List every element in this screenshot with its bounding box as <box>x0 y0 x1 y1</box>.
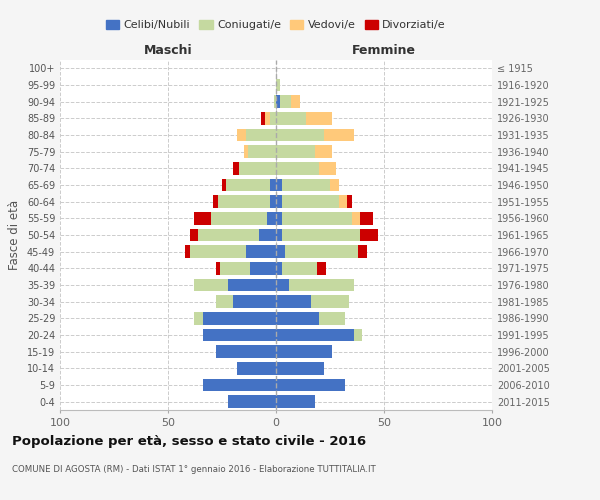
Bar <box>283 262 317 274</box>
Bar <box>261 112 265 124</box>
Bar <box>358 246 367 258</box>
Bar <box>360 229 377 241</box>
Bar <box>276 346 332 358</box>
Bar <box>283 229 360 241</box>
Bar <box>291 96 300 108</box>
Bar <box>276 112 306 124</box>
Bar <box>276 246 284 258</box>
Bar <box>203 329 276 341</box>
Bar <box>323 129 354 141</box>
Bar <box>276 196 283 208</box>
Bar <box>185 246 190 258</box>
Bar <box>239 162 276 174</box>
Bar <box>276 279 289 291</box>
Bar <box>276 179 283 192</box>
Bar <box>190 229 198 241</box>
Bar <box>319 312 345 324</box>
Bar <box>233 162 239 174</box>
Bar <box>218 196 269 208</box>
Bar <box>274 96 276 108</box>
Bar <box>276 229 283 241</box>
Bar <box>194 312 203 324</box>
Bar <box>283 179 330 192</box>
Bar <box>306 112 332 124</box>
Bar <box>276 79 280 92</box>
Text: Popolazione per età, sesso e stato civile - 2016: Popolazione per età, sesso e stato civil… <box>12 435 366 448</box>
Bar <box>244 146 248 158</box>
Bar <box>276 362 323 374</box>
Y-axis label: Fasce di età: Fasce di età <box>8 200 21 270</box>
Bar <box>360 212 373 224</box>
Bar <box>248 146 276 158</box>
Bar <box>269 179 276 192</box>
Bar <box>338 196 347 208</box>
Bar <box>269 112 276 124</box>
Bar <box>354 329 362 341</box>
Bar <box>276 329 354 341</box>
Bar <box>194 279 229 291</box>
Bar <box>315 146 332 158</box>
Bar <box>311 296 349 308</box>
Bar <box>276 129 323 141</box>
Bar <box>237 129 246 141</box>
Bar <box>268 212 276 224</box>
Bar <box>246 246 276 258</box>
Bar <box>347 196 352 208</box>
Bar <box>246 129 276 141</box>
Text: COMUNE DI AGOSTA (RM) - Dati ISTAT 1° gennaio 2016 - Elaborazione TUTTITALIA.IT: COMUNE DI AGOSTA (RM) - Dati ISTAT 1° ge… <box>12 465 376 474</box>
Bar <box>226 179 269 192</box>
Legend: Celibi/Nubili, Coniugati/e, Vedovi/e, Divorziati/e: Celibi/Nubili, Coniugati/e, Vedovi/e, Di… <box>101 16 451 35</box>
Bar <box>214 196 218 208</box>
Bar <box>222 179 226 192</box>
Bar <box>269 196 276 208</box>
Bar <box>319 162 337 174</box>
Bar <box>276 312 319 324</box>
Bar <box>190 246 246 258</box>
Bar <box>233 296 276 308</box>
Bar <box>194 212 211 224</box>
Bar <box>265 112 269 124</box>
Bar <box>237 362 276 374</box>
Bar <box>203 312 276 324</box>
Bar <box>280 96 291 108</box>
Bar <box>203 379 276 391</box>
Bar <box>276 162 319 174</box>
Text: Femmine: Femmine <box>352 44 416 57</box>
Bar <box>284 246 358 258</box>
Bar <box>276 96 280 108</box>
Bar <box>276 396 315 408</box>
Text: Maschi: Maschi <box>143 44 193 57</box>
Bar <box>211 212 268 224</box>
Bar <box>289 279 354 291</box>
Bar <box>276 262 283 274</box>
Bar <box>250 262 276 274</box>
Bar <box>330 179 338 192</box>
Bar <box>283 196 338 208</box>
Bar <box>198 229 259 241</box>
Bar <box>276 212 283 224</box>
Bar <box>215 296 233 308</box>
Bar <box>317 262 326 274</box>
Bar <box>276 296 311 308</box>
Bar <box>229 396 276 408</box>
Bar <box>283 212 352 224</box>
Bar <box>229 279 276 291</box>
Bar <box>215 346 276 358</box>
Bar <box>276 146 315 158</box>
Bar <box>220 262 250 274</box>
Bar <box>276 379 345 391</box>
Bar <box>259 229 276 241</box>
Bar <box>215 262 220 274</box>
Bar <box>352 212 360 224</box>
